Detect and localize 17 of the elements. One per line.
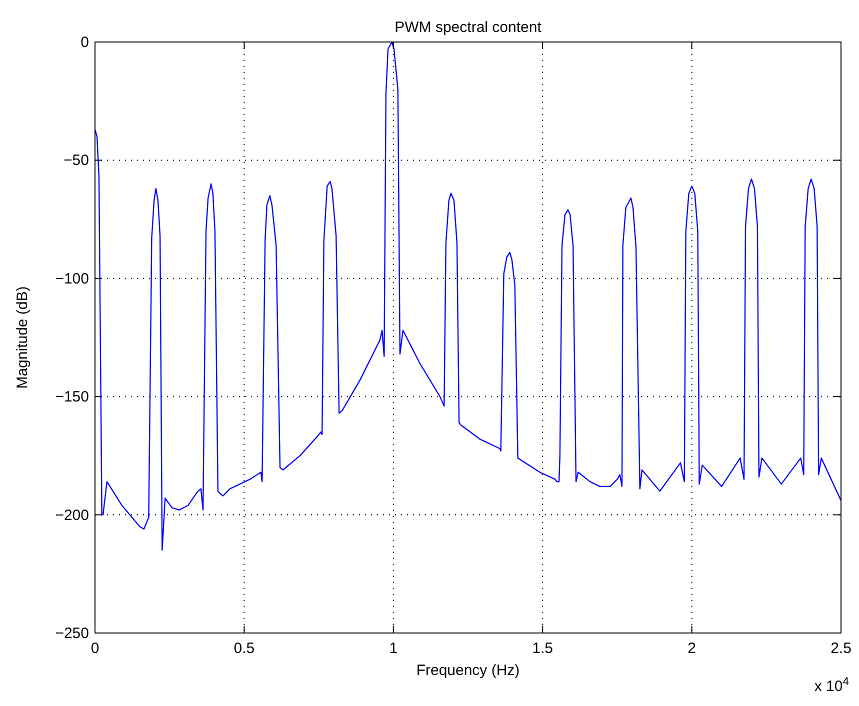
text: x 10$^{4}$ [814,676,849,695]
y-tick-label: 0 [80,34,89,51]
y-tick-label: −200 [55,506,89,524]
y-axis-title: Magnitude (dB) [14,286,31,389]
y-tick-label: −250 [55,625,89,642]
x-tick-label: 1.5 [532,640,554,657]
y-tick-label: −100 [55,270,89,288]
x-tick-label: 1 [389,640,398,657]
x-tick-label: 0.5 [234,640,255,657]
chart-title: PWM spectral content [394,19,542,36]
x-tick-label: 2 [688,640,696,657]
y-tick-label: −150 [55,388,89,406]
x-axis-title: Frequency (Hz) [416,662,520,679]
x-tick-label: 2.5 [830,640,852,657]
x-tick-label: 0 [90,640,100,657]
line-series [94,41,842,551]
y-tick-label: −50 [64,152,89,170]
